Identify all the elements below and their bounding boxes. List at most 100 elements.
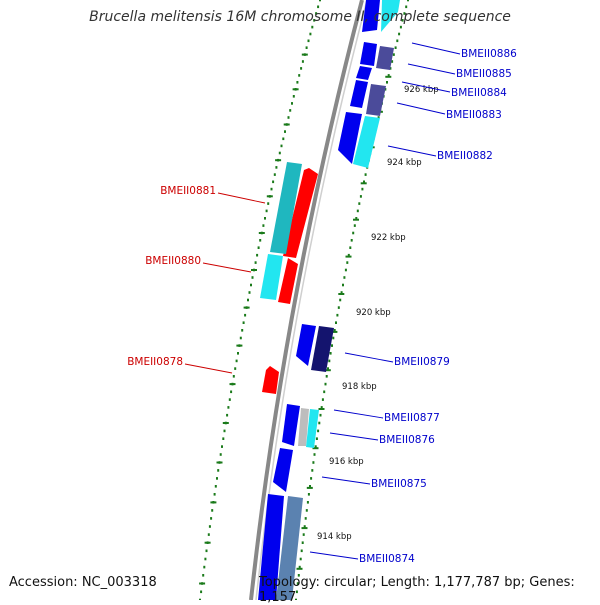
tick-dot [254,261,257,264]
tick-dot [247,298,249,302]
tick-dot [205,549,208,553]
scale-labels: 926 kbp 924 kbp 922 kbp 920 kbp 918 kbp … [317,85,439,542]
scale-label: 916 kbp [329,457,364,467]
tick-dot [319,413,322,417]
tick-dot [199,598,201,600]
tick-dot [280,144,283,148]
gene-BMEII0880b-arrow [260,254,283,300]
gene-BMEII0879a-arrow [296,324,316,366]
forward-strand-genes [260,162,318,394]
tick-dot [211,509,214,512]
tick-dot [305,46,308,49]
gene-label: BMEII0874 [359,553,415,565]
tick-dot [307,493,310,496]
tick-dot [214,485,217,488]
tick-dot [319,0,321,2]
tick-dot [407,0,409,2]
tick-dot [234,367,237,370]
chromosome-backbone [249,0,364,600]
gene-BMEII0881b-arrow [270,162,302,254]
tick-dash [360,182,367,185]
tick-dot [264,217,266,220]
tick-dot [405,5,408,9]
tick-dash [301,53,308,56]
reverse-strand-genes [258,0,400,600]
tick-dot [267,202,270,205]
tick-dot [386,81,388,84]
tick-dot [335,321,337,324]
tick-dot [296,81,299,84]
scale-label: 926 kbp [404,85,439,95]
leader-line [401,81,451,93]
tick-dot [352,231,355,235]
tick-dot [346,261,349,264]
tick-dot [216,477,218,480]
tick-dot [312,461,315,464]
accession-text: Accession: NC_003318 [9,575,157,590]
tick-dot [204,557,207,561]
tick-dot [349,246,352,249]
gene-label: BMEII0877 [384,412,440,424]
leader-line [344,352,394,363]
tick-dash [385,75,392,78]
gene-label: BMEII0879 [394,356,450,368]
scale-label: 920 kbp [356,308,391,318]
tick-dot [223,429,226,433]
tick-dot [323,390,326,394]
tick-dot [359,195,362,198]
tick-dot [329,352,332,355]
tick-dot [403,12,406,15]
left-gene-labels: BMEII0881 BMEII0880 BMEII0878 [127,185,216,368]
gene-label: BMEII0883 [446,109,502,121]
right-label-leaders [309,42,461,560]
tick-dot [289,109,292,112]
tick-dot [300,67,303,70]
tick-dot [339,298,342,302]
tick-dot [300,549,303,553]
tick-dot [333,329,336,332]
tick-dot [207,533,210,536]
tick-dot [337,306,340,309]
leader-line [387,145,437,157]
tick-dot [301,541,304,544]
tick-dot [311,469,314,472]
tick-dot [344,268,347,272]
tick-dot [297,574,300,577]
tick-dot [292,95,295,98]
tick-dot [343,276,346,279]
tick-dot [219,453,222,456]
tick-dot [265,209,268,213]
tick-dot [342,283,344,287]
scale-label: 922 kbp [371,233,406,243]
inner-tick-ring [295,0,409,600]
tick-dash [275,159,282,162]
tick-dot [363,180,365,184]
gene-label: BMEII0878 [127,356,183,368]
tick-dot [310,477,313,480]
tick-dash [222,422,229,424]
tick-dot [325,375,328,378]
tick-dash [258,232,265,234]
leader-line [333,409,384,419]
tick-dot [350,239,353,242]
tick-dot [275,166,278,169]
tick-dot [250,283,252,287]
tick-dot [228,398,231,401]
gene-BMEII0884-arrow [350,80,368,108]
gene-BMEII0887-arrow [381,0,400,32]
leader-line [329,432,379,441]
tick-dot [213,493,216,496]
tick-dot [306,501,309,504]
tick-dot [358,202,361,205]
map-title: Brucella melitensis 16M chromosome II, c… [89,9,511,25]
tick-dash [251,269,257,271]
tick-dot [313,453,316,456]
tick-dot [301,60,304,63]
tick-dot [251,276,254,279]
tick-dot [295,590,298,594]
tick-dot [299,557,302,561]
tick-dot [396,39,399,43]
leader-line [396,102,446,115]
tick-dot [361,187,364,191]
tick-dot [296,582,299,585]
